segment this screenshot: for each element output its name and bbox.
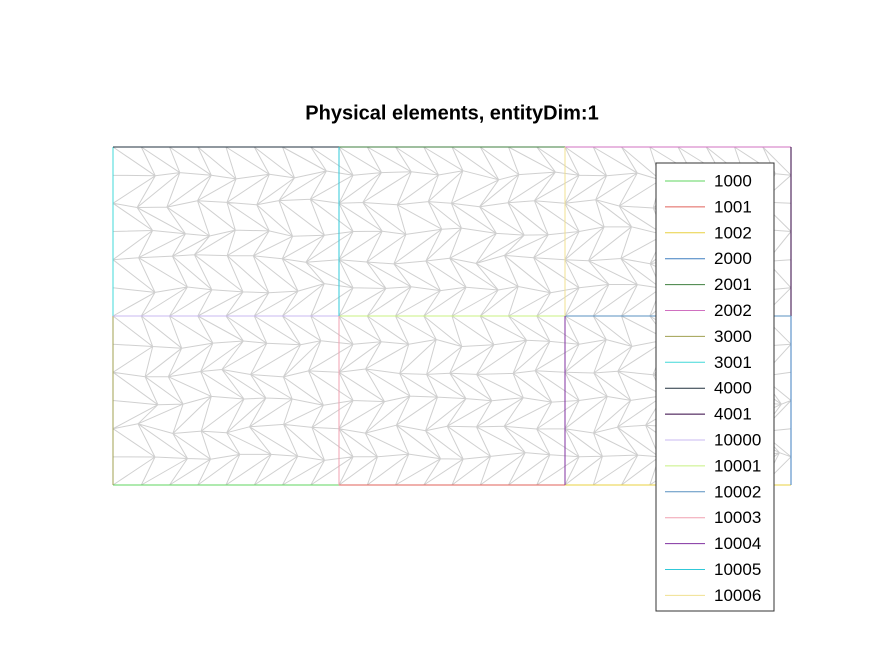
legend-label: 10004 bbox=[714, 534, 761, 553]
legend-label: 3000 bbox=[714, 327, 752, 346]
title: Physical elements, entityDim:1 bbox=[305, 102, 598, 124]
legend-box bbox=[655, 162, 775, 612]
boundary-lines bbox=[112, 146, 792, 486]
legend-label: 1002 bbox=[714, 223, 752, 242]
legend-label: 2001 bbox=[714, 275, 752, 294]
legend-label: 10000 bbox=[714, 430, 761, 449]
legend-label: 10006 bbox=[714, 586, 761, 605]
legend-label: 1001 bbox=[714, 197, 752, 216]
legend-label: 10001 bbox=[714, 456, 761, 475]
legend-label: 4001 bbox=[714, 405, 752, 424]
legend-label: 4000 bbox=[714, 379, 752, 398]
legend-label: 10003 bbox=[714, 508, 761, 527]
legend-label: 3001 bbox=[714, 353, 752, 372]
legend-label: 2002 bbox=[714, 301, 752, 320]
legend: 1000 1001 1002 2000 2001 2002 3000 3001 4000 4001… bbox=[665, 171, 761, 605]
legend-label: 10002 bbox=[714, 482, 761, 501]
legend-label: 2000 bbox=[714, 249, 752, 268]
legend-label: 1000 bbox=[714, 171, 752, 190]
legend-label: 10005 bbox=[714, 560, 761, 579]
